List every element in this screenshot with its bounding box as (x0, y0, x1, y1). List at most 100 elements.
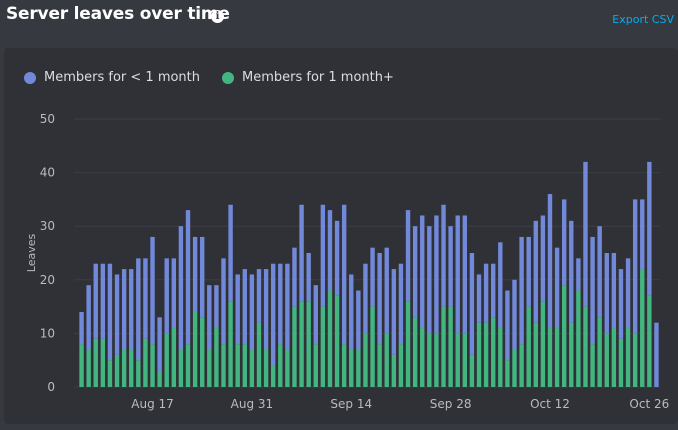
bar-old-members (299, 301, 303, 387)
bar-old-members (370, 307, 374, 387)
bar-new-members (370, 248, 374, 307)
x-tick-label: Sep 14 (330, 397, 372, 411)
bar-new-members (519, 237, 523, 344)
bar-new-members (633, 199, 637, 333)
x-tick-label: Aug 17 (131, 397, 174, 411)
bar-new-members (640, 199, 644, 269)
bar-new-members (377, 253, 381, 344)
bar-old-members (129, 349, 133, 387)
bar-new-members (441, 205, 445, 307)
bar-old-members (590, 344, 594, 387)
bar-new-members (356, 291, 360, 350)
bar-old-members (569, 323, 573, 387)
bar-new-members (306, 253, 310, 301)
bar-new-members (122, 269, 126, 349)
bar-new-members (172, 258, 176, 328)
bar-new-members (590, 237, 594, 344)
bar-old-members (292, 307, 296, 387)
bar-new-members (363, 264, 367, 334)
bar-old-members (165, 333, 169, 387)
bar-new-members (79, 312, 83, 344)
bar-old-members (441, 307, 445, 387)
bar-old-members (484, 323, 488, 387)
bar-old-members (278, 344, 282, 387)
bar-new-members (534, 221, 538, 323)
bar-new-members (491, 264, 495, 318)
bar-old-members (250, 349, 254, 387)
bar-new-members (299, 205, 303, 301)
bar-new-members (463, 215, 467, 333)
bar-old-members (143, 339, 147, 387)
bar-old-members (257, 323, 261, 387)
bar-old-members (193, 312, 197, 387)
bar-old-members (406, 301, 410, 387)
bar-new-members (193, 237, 197, 312)
x-tick-label: Aug 31 (231, 397, 274, 411)
bar-new-members (406, 210, 410, 301)
bar-old-members (526, 307, 530, 387)
bar-old-members (456, 333, 460, 387)
bar-new-members (484, 264, 488, 323)
bar-old-members (79, 344, 83, 387)
bar-new-members (321, 205, 325, 307)
bar-old-members (605, 333, 609, 387)
bar-new-members (647, 162, 651, 296)
bar-old-members (640, 269, 644, 387)
bar-new-members (569, 221, 573, 323)
bar-new-members (541, 215, 545, 301)
bar-old-members (349, 349, 353, 387)
bar-old-members (136, 360, 140, 387)
bar-new-members (335, 221, 339, 296)
bar-old-members (186, 344, 190, 387)
bar-old-members (413, 317, 417, 387)
bar-new-members (292, 248, 296, 307)
bar-new-members (314, 285, 318, 344)
bar-new-members (526, 237, 530, 307)
bar-new-members (385, 248, 389, 334)
bar-old-members (356, 349, 360, 387)
bar-old-members (576, 291, 580, 387)
bar-old-members (399, 344, 403, 387)
bar-new-members (448, 226, 452, 306)
bar-new-members (250, 274, 254, 349)
bar-new-members (583, 162, 587, 307)
bar-old-members (306, 301, 310, 387)
bar-old-members (150, 344, 154, 387)
bar-old-members (101, 339, 105, 387)
bar-old-members (626, 328, 630, 387)
y-tick-label: 50 (40, 112, 55, 126)
bar-new-members (221, 258, 225, 344)
bar-old-members (235, 344, 239, 387)
bar-old-members (321, 307, 325, 387)
bar-new-members (264, 269, 268, 349)
y-axis-label: Leaves (25, 234, 38, 273)
bar-old-members (505, 360, 509, 387)
bar-new-members (612, 253, 616, 328)
bar-old-members (597, 317, 601, 387)
bar-old-members (94, 339, 98, 387)
bar-old-members (243, 344, 247, 387)
bar-new-members (420, 215, 424, 328)
y-tick-label: 10 (40, 326, 55, 340)
bar-new-members (470, 253, 474, 355)
bar-new-members (654, 323, 658, 387)
bar-old-members (555, 328, 559, 387)
bar-old-members (207, 349, 211, 387)
bar-new-members (243, 269, 247, 344)
bar-old-members (612, 328, 616, 387)
y-tick-label: 30 (40, 219, 55, 233)
bar-new-members (576, 258, 580, 290)
bar-old-members (200, 317, 204, 387)
bar-old-members (179, 349, 183, 387)
bar-new-members (498, 242, 502, 328)
bar-old-members (427, 333, 431, 387)
bar-old-members (271, 366, 275, 387)
bar-new-members (285, 264, 289, 350)
bar-old-members (221, 344, 225, 387)
bar-new-members (342, 205, 346, 344)
bar-old-members (519, 344, 523, 387)
bar-old-members (86, 349, 90, 387)
bar-old-members (314, 344, 318, 387)
